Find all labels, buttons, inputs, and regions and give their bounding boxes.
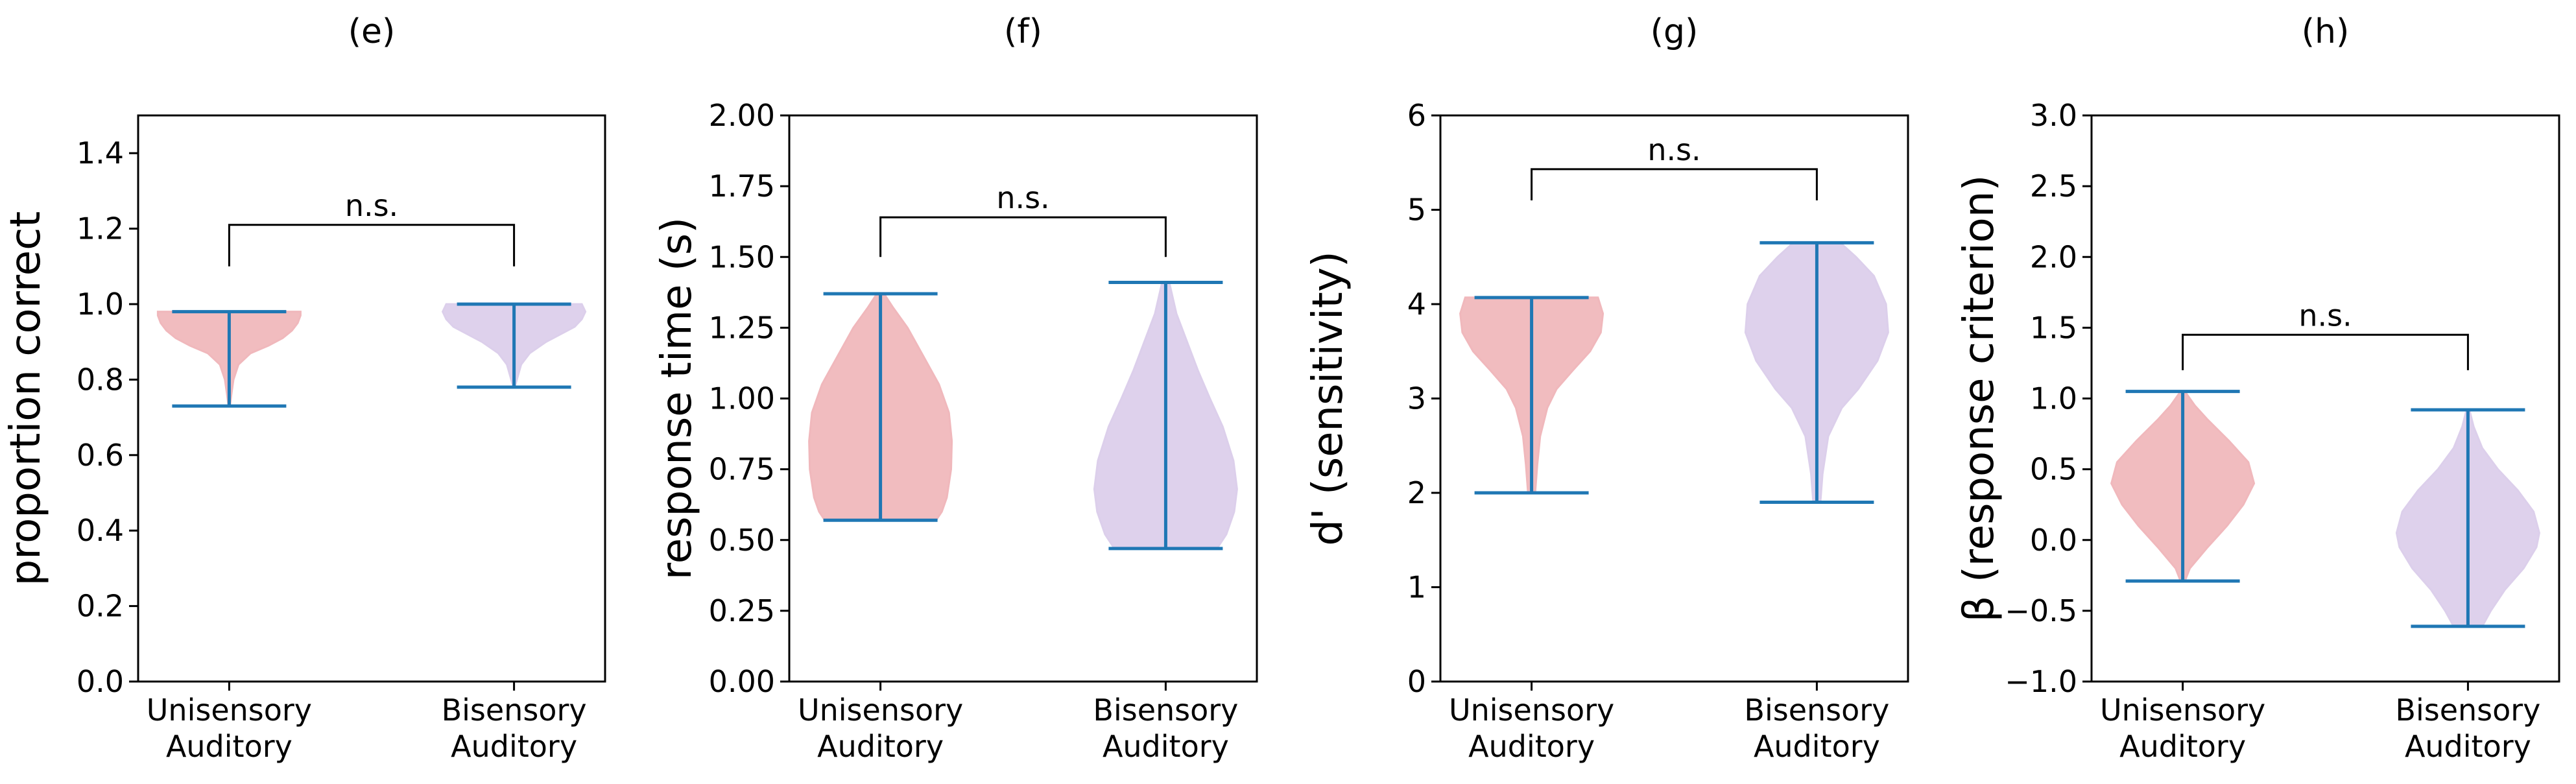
significance-bracket — [2182, 333, 2469, 370]
y-tick-label: 0.6 — [77, 438, 124, 473]
x-tick-label: Bisensory — [2395, 693, 2540, 728]
y-tick-label: 2.00 — [709, 98, 775, 133]
y-tick-label: 0.75 — [709, 452, 775, 487]
y-tick-label: 1.0 — [77, 287, 124, 322]
significance-bracket — [1531, 168, 1818, 200]
axes-frame — [137, 114, 606, 683]
y-tick-label: 0.4 — [77, 513, 124, 548]
x-tick-label: Unisensory — [2100, 693, 2265, 728]
significance-label: n.s. — [345, 188, 398, 223]
panel-title: (g) — [1651, 12, 1699, 51]
x-tick-label: Auditory — [166, 729, 292, 764]
y-axis-label: response time (s) — [653, 217, 701, 580]
y-tick-label: 0.5 — [2030, 452, 2077, 487]
y-tick-label: 0.0 — [77, 664, 124, 699]
x-tick-label: Bisensory — [1093, 693, 1238, 728]
y-tick-label: 0.00 — [709, 664, 775, 699]
y-tick-label: 0.25 — [709, 593, 775, 628]
y-tick-label: 2 — [1407, 475, 1426, 510]
y-tick-label: 0.0 — [2030, 523, 2077, 558]
y-tick-label: 1.00 — [709, 381, 775, 416]
chart-panel-1: (f) n.s. 0.00 0.25 0.50 0.75 1.00 1.25 1.50 1.75 2… — [653, 12, 1258, 764]
y-tick-label: 4 — [1407, 287, 1426, 322]
y-tick-label: 1.2 — [77, 211, 124, 246]
y-tick-label: 1.0 — [2030, 381, 2077, 416]
x-tick-label: Auditory — [1103, 729, 1229, 764]
y-axis-label: proportion correct — [2, 211, 50, 586]
y-tick-label: 1.50 — [709, 239, 775, 274]
y-tick-label: 1.4 — [77, 136, 124, 171]
significance-label: n.s. — [1647, 132, 1700, 167]
y-tick-label: 1.25 — [709, 310, 775, 345]
panel-title: (h) — [2302, 12, 2350, 51]
chart-panel-0: (e) n.s. 0.0 0.2 0.4 0.6 0.8 1.0 1.2 1.4 Unisensor… — [2, 12, 606, 764]
y-tick-label: 0.8 — [77, 362, 124, 397]
x-tick-label: Bisensory — [442, 693, 587, 728]
y-tick-label: 6 — [1407, 98, 1426, 133]
y-axis-label: d' (sensitivity) — [1304, 251, 1352, 545]
y-tick-label: 1.75 — [709, 169, 775, 204]
chart-panel-2: (g)n.s.0123456UnisensoryAuditoryBisensor… — [1304, 12, 1909, 764]
x-tick-label: Unisensory — [1449, 693, 1614, 728]
y-tick-label: 1.5 — [2030, 310, 2077, 345]
y-tick-label: 3 — [1407, 381, 1426, 416]
y-tick-label: 0.50 — [709, 523, 775, 558]
x-tick-label: Unisensory — [798, 693, 963, 728]
panel-title: (f) — [1004, 12, 1042, 51]
y-tick-label: 2.5 — [2030, 169, 2077, 204]
y-tick-label: 1 — [1407, 570, 1426, 605]
x-tick-label: Auditory — [1468, 729, 1595, 764]
y-tick-label: 5 — [1407, 193, 1426, 228]
y-tick-label: 2.0 — [2030, 239, 2077, 274]
significance-label: n.s. — [2298, 298, 2352, 333]
y-tick-label: 3.0 — [2030, 98, 2077, 133]
x-tick-label: Auditory — [817, 729, 944, 764]
significance-bracket — [879, 216, 1167, 257]
chart-panel-3: (h) n.s. −1.0 −0.5 0.0 0.5 1.0 1.5 2.0 2.5 3.0 Unis… — [1955, 12, 2560, 764]
significance-bracket — [228, 224, 516, 267]
y-tick-label: −0.5 — [2005, 593, 2077, 628]
y-axis-label: β (response criterion) — [1955, 175, 2003, 623]
y-tick-label: 0.2 — [77, 589, 124, 624]
x-tick-label: Auditory — [451, 729, 577, 764]
x-tick-label: Unisensory — [147, 693, 312, 728]
x-tick-label: Bisensory — [1744, 693, 1889, 728]
y-tick-label: 0 — [1407, 664, 1426, 699]
x-tick-label: Auditory — [1754, 729, 1880, 764]
panel-title: (e) — [348, 12, 396, 51]
y-tick-label: −1.0 — [2005, 664, 2077, 699]
x-tick-label: Auditory — [2405, 729, 2531, 764]
significance-label: n.s. — [996, 180, 1049, 215]
x-tick-label: Auditory — [2119, 729, 2246, 764]
